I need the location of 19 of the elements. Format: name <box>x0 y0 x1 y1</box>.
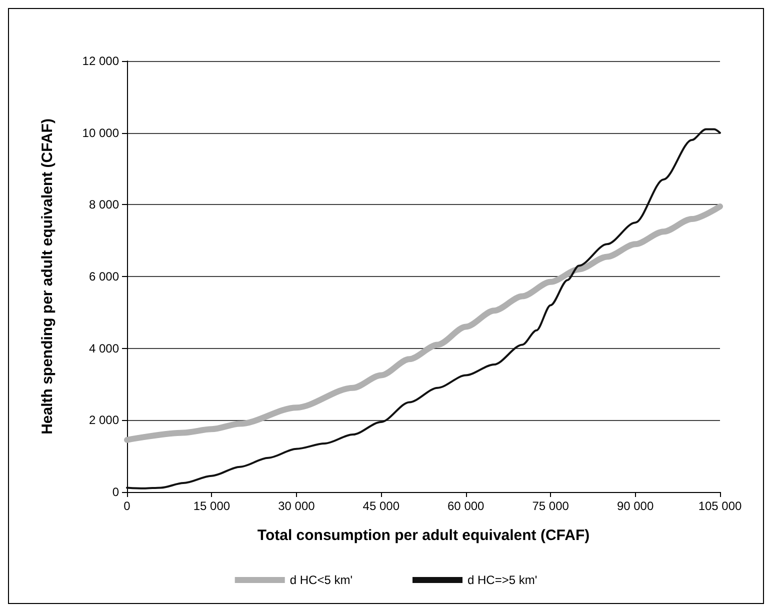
x-tick-label: 60 000 <box>448 499 485 513</box>
y-tick-label: 8 000 <box>88 198 120 212</box>
x-tick-label: 30 000 <box>278 499 316 513</box>
x-tick-label: 75 000 <box>532 499 570 513</box>
y-tick-label: 2 000 <box>88 413 120 428</box>
x-axis-title: Total consumption per adult equivalent (CFAF) <box>257 527 590 544</box>
y-tick-label: 0 <box>112 485 120 499</box>
x-tick-label: 105 000 <box>698 499 742 513</box>
x-tick-label: 15 000 <box>193 499 230 513</box>
y-tick-label: 4 000 <box>88 341 120 356</box>
y-axis-title: Health spending per adult equivalent (CFAF) <box>39 118 56 434</box>
legend-label: d HC=>5 km' <box>467 573 538 587</box>
y-tick-label: 10 000 <box>82 126 120 140</box>
x-tick-label: 0 <box>124 499 131 513</box>
x-tick-label: 45 000 <box>362 499 400 513</box>
y-tick-label: 6 000 <box>88 270 120 284</box>
legend-label: d HC<5 km' <box>290 573 353 587</box>
y-tick-label: 12 000 <box>82 54 120 68</box>
x-tick-label: 90 000 <box>616 499 654 513</box>
